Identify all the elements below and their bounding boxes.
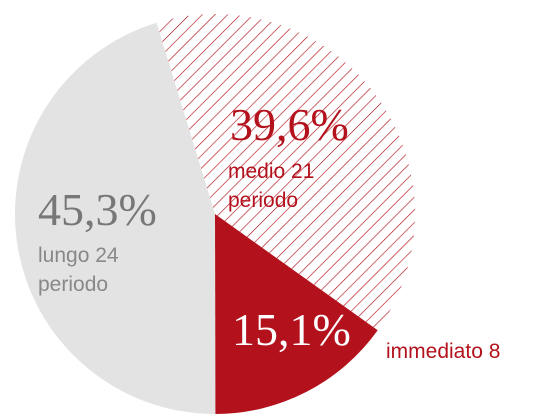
value-label: 45,3%	[38, 184, 157, 235]
pie-slice	[156, 14, 415, 331]
category-label: medio 21 periodo	[228, 160, 314, 212]
pie-slice	[15, 22, 216, 414]
pie-slice	[215, 214, 378, 414]
category-label: immediato 8	[386, 340, 500, 363]
value-label: 15,1%	[232, 304, 351, 355]
value-label: 39,6%	[230, 99, 349, 150]
category-label: lungo 24 periodo	[38, 244, 119, 296]
